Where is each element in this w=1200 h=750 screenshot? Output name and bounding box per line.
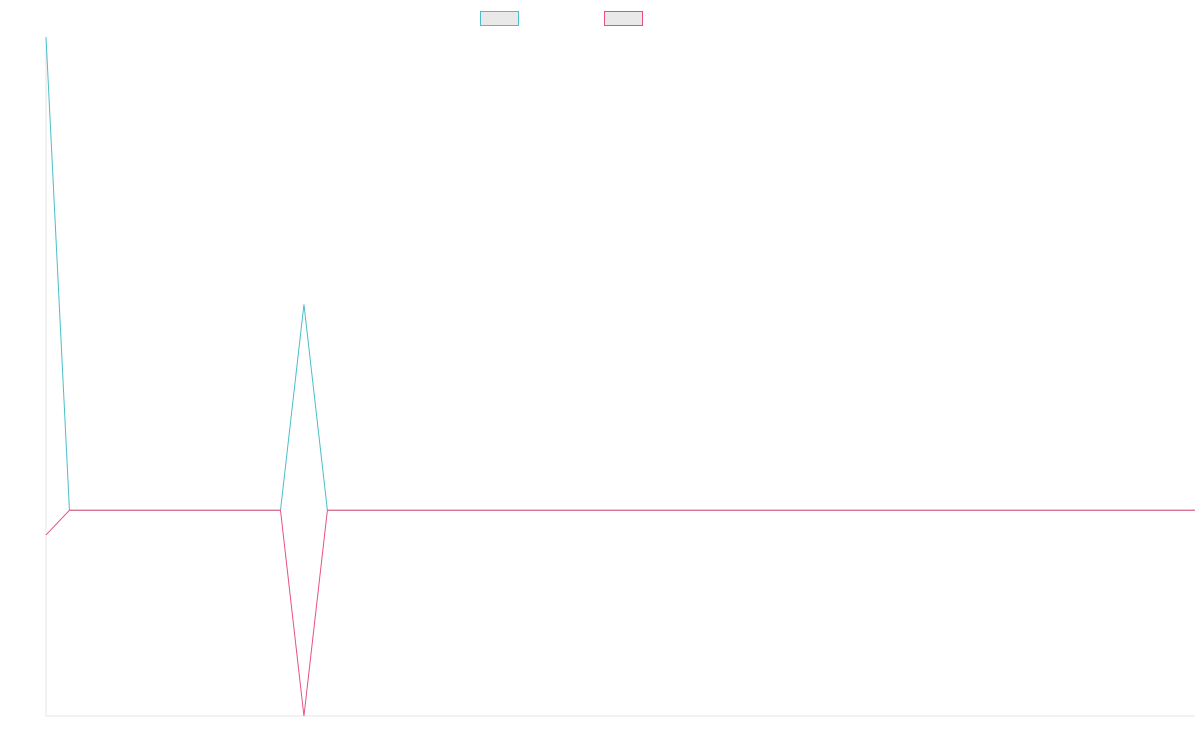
chart-series-layer xyxy=(45,36,1195,717)
series-line-1 xyxy=(45,36,1195,511)
chart-legend xyxy=(0,9,1200,27)
series-line-2 xyxy=(45,509,1195,717)
legend-swatch-2 xyxy=(604,10,643,26)
legend-item-1[interactable] xyxy=(480,9,519,27)
chart-axes xyxy=(45,37,1195,717)
legend-swatch-1 xyxy=(480,10,519,26)
legend-item-2[interactable] xyxy=(604,9,643,27)
